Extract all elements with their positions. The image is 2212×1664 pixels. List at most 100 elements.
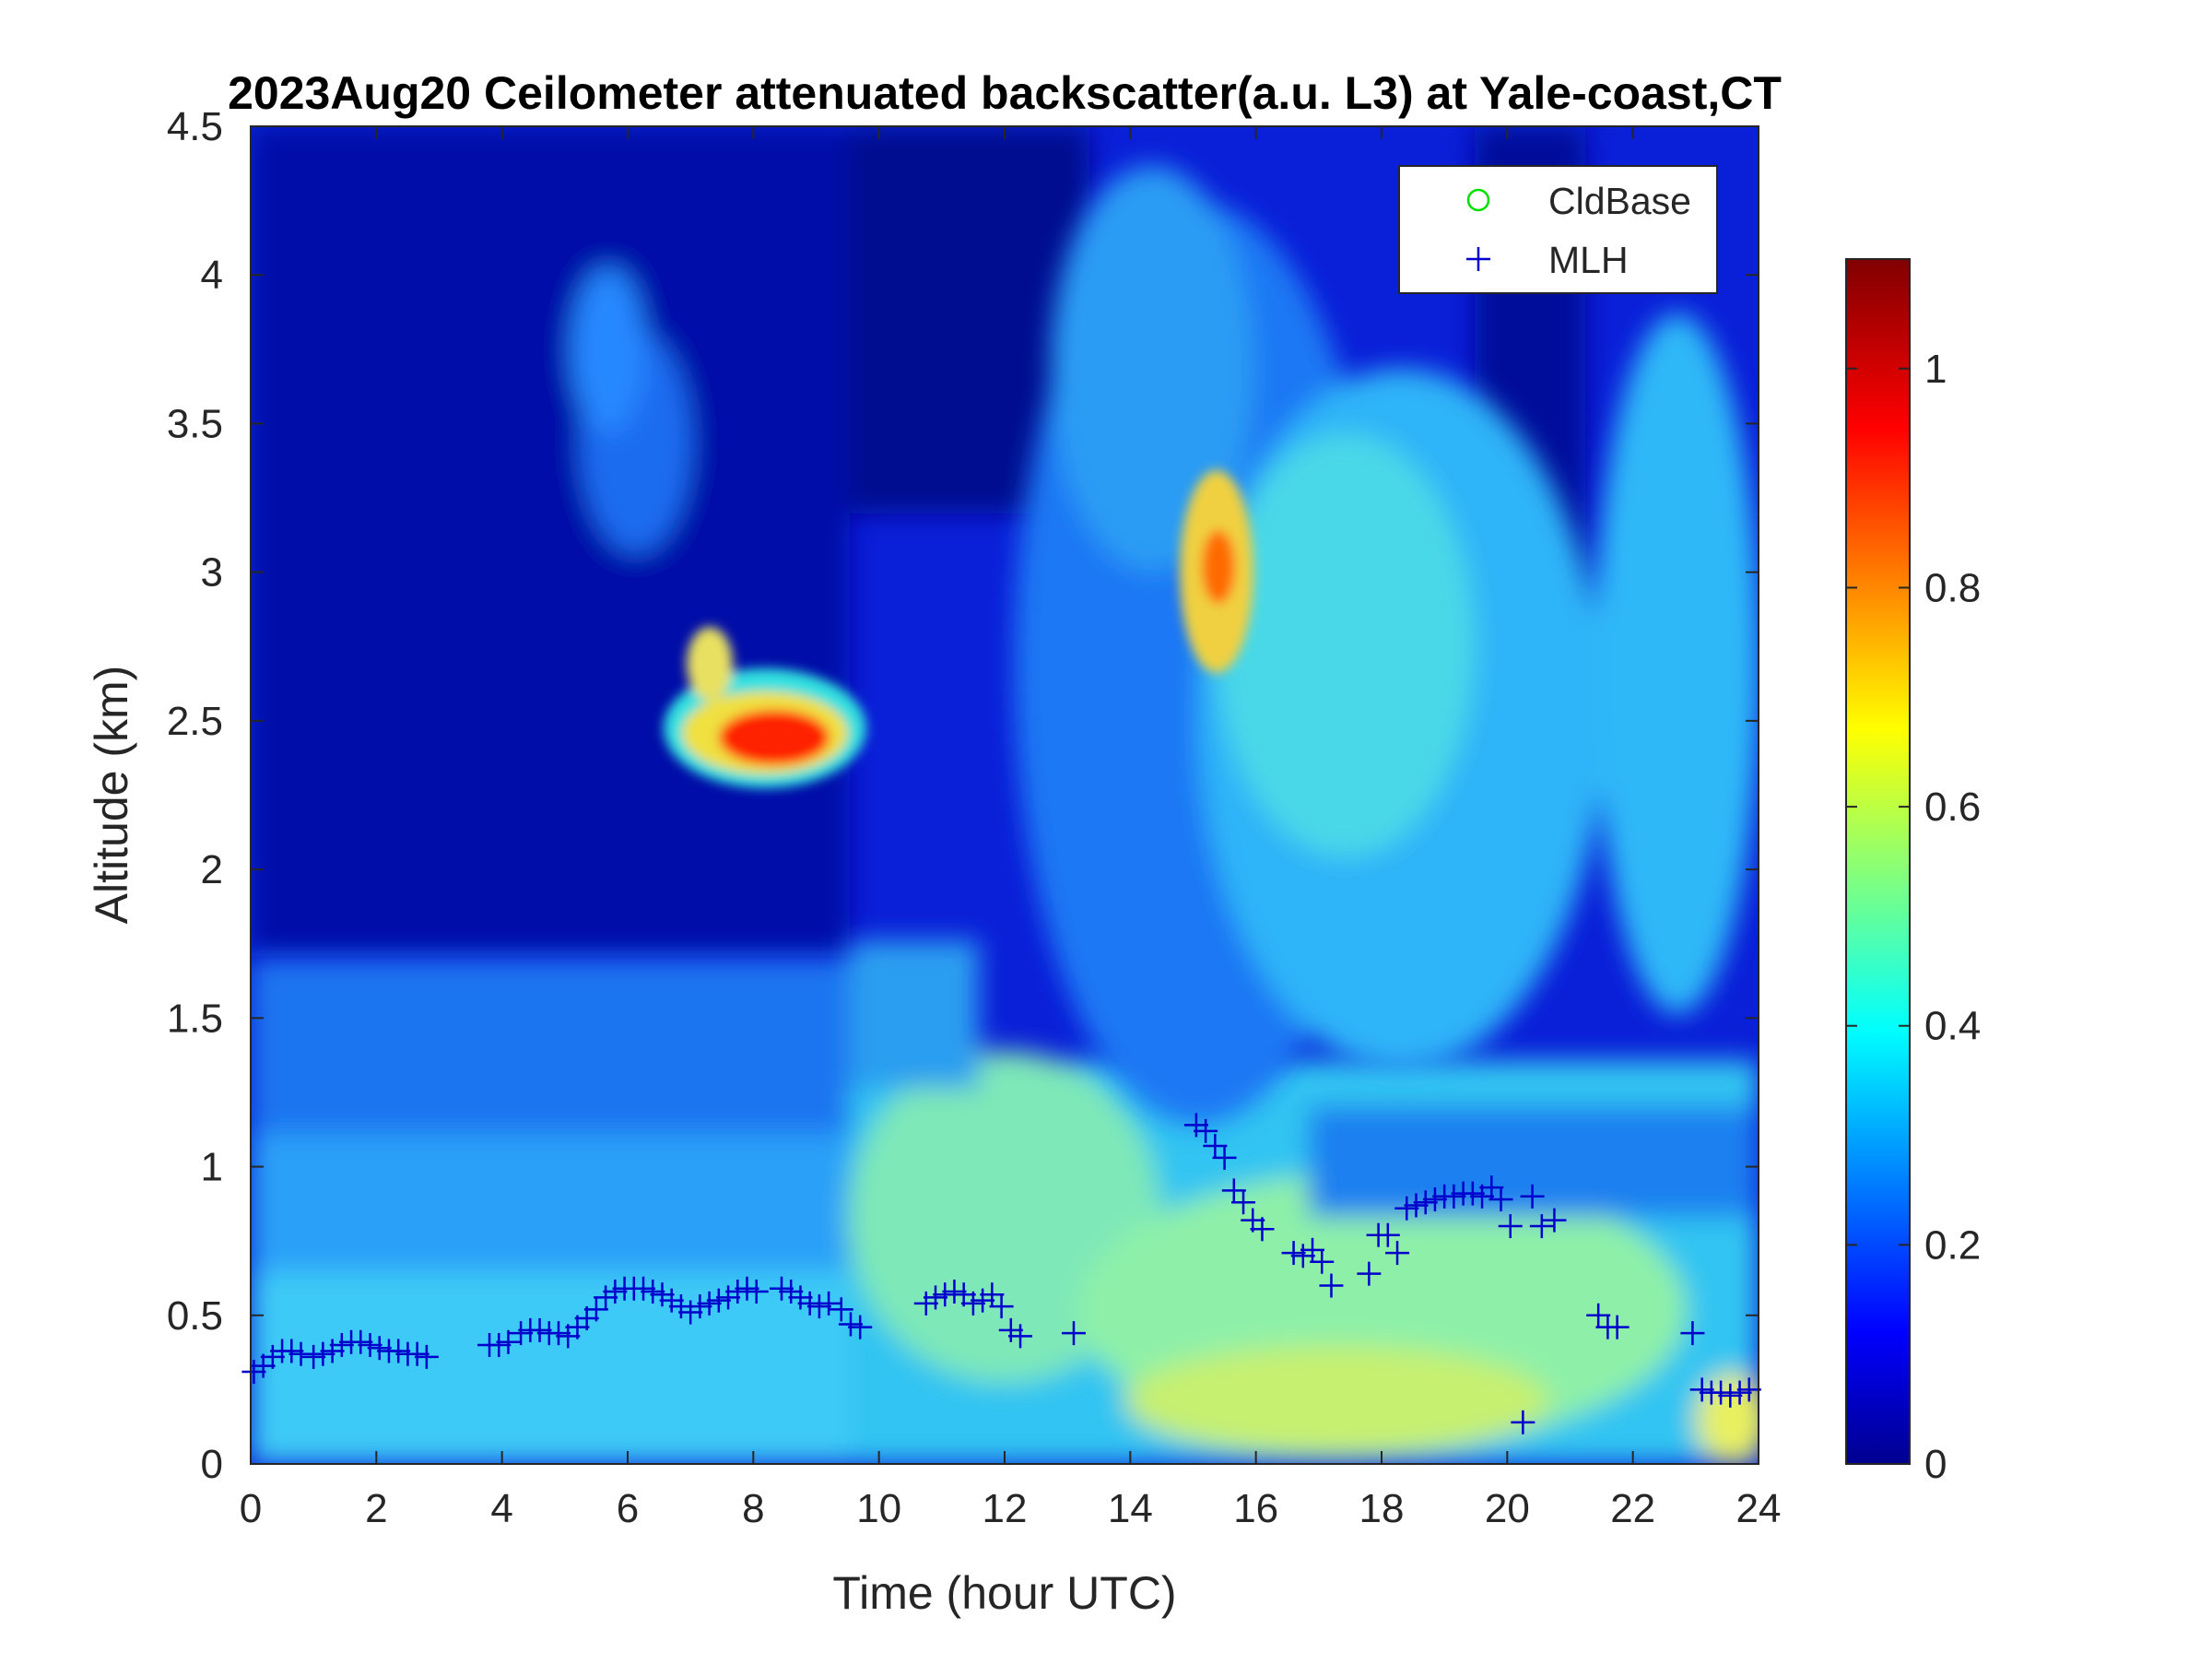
x-tick-label: 16: [1233, 1486, 1278, 1531]
mlh-point: [1290, 1244, 1315, 1269]
mlh-point: [1375, 1222, 1400, 1247]
backscatter-heatmap: [251, 126, 1759, 1464]
colorbar-tick-label: 0.8: [1924, 565, 1981, 610]
mlh-point: [848, 1315, 873, 1339]
mlh-point: [817, 1291, 841, 1316]
colorbar-tick-label: 0.2: [1924, 1222, 1981, 1268]
mlh-point: [1357, 1261, 1382, 1286]
x-axis: 0 2 4 6 8 10 12 14 16 18 20 22 24: [240, 126, 1781, 1531]
mlh-point: [998, 1317, 1023, 1342]
x-tick-label: 10: [856, 1486, 901, 1531]
mlh-point: [829, 1297, 853, 1322]
mlh-point: [583, 1297, 608, 1322]
mlh-point: [716, 1285, 741, 1310]
mlh-point: [1488, 1187, 1513, 1212]
mlh-point: [942, 1279, 967, 1304]
x-tick-label: 4: [490, 1486, 512, 1531]
mlh-point: [496, 1329, 521, 1354]
mlh-point: [770, 1276, 794, 1301]
legend: CldBase MLH: [1398, 165, 1718, 294]
mlh-point: [706, 1288, 731, 1313]
mlh-point: [348, 1329, 373, 1354]
x-axis-label: Time (hour UTC): [832, 1567, 1176, 1619]
y-tick-label: 2.5: [167, 699, 223, 744]
mlh-point: [1511, 1410, 1535, 1434]
mlh-point: [1689, 1377, 1714, 1402]
mlh-point: [631, 1276, 656, 1301]
mlh-point: [594, 1285, 618, 1310]
colorbar-ticks: 0 0.2 0.4 0.6 0.8 1: [1846, 347, 1981, 1487]
mlh-series: [241, 1113, 1761, 1434]
mlh-point: [697, 1291, 722, 1316]
x-tick-label: 14: [1108, 1486, 1153, 1531]
x-tick-label: 20: [1485, 1486, 1530, 1531]
mlh-point: [1498, 1214, 1523, 1239]
mlh-point: [1281, 1241, 1306, 1266]
mlh-point: [358, 1333, 382, 1358]
mlh-point: [678, 1300, 703, 1325]
mlh-point: [1310, 1249, 1335, 1274]
mlh-point: [414, 1344, 439, 1369]
mlh-point: [603, 1279, 628, 1304]
x-tick-label: 0: [240, 1486, 262, 1531]
x-tick-label: 8: [742, 1486, 764, 1531]
mlh-point: [1520, 1184, 1545, 1209]
mlh-point: [1460, 1181, 1485, 1206]
x-tick-label: 2: [365, 1486, 387, 1531]
legend-mlh-label: MLH: [1548, 239, 1629, 281]
mlh-point: [288, 1341, 313, 1366]
mlh-point: [650, 1282, 675, 1307]
mlh-point: [659, 1288, 684, 1313]
mlh-point: [1203, 1133, 1228, 1158]
mlh-point: [1231, 1190, 1256, 1215]
mlh-point: [509, 1321, 534, 1346]
mlh-point: [279, 1339, 304, 1363]
colorbar: 0 0.2 0.4 0.6 0.8 1: [1845, 258, 1981, 1487]
mlh-point: [547, 1321, 571, 1346]
y-tick-label: 2: [201, 847, 223, 892]
mlh-point: [788, 1285, 813, 1310]
mlh-point: [641, 1279, 665, 1304]
x-tick-label: 12: [982, 1486, 1028, 1531]
mlh-point: [260, 1344, 285, 1369]
mlh-point: [1300, 1237, 1325, 1262]
mlh-point: [1479, 1175, 1504, 1200]
mlh-point: [311, 1341, 335, 1366]
colorbar-gradient: [1845, 258, 1911, 1465]
mlh-point: [1718, 1383, 1743, 1408]
mlh-point: [487, 1333, 512, 1358]
mlh-point: [1736, 1377, 1761, 1402]
mlh-point: [688, 1294, 712, 1319]
y-axis-label: Altitude (km): [86, 666, 137, 925]
mlh-point: [1183, 1113, 1208, 1138]
mlh-point: [329, 1333, 354, 1358]
y-tick-label: 3.5: [167, 401, 223, 446]
mlh-point: [1008, 1324, 1033, 1349]
mlh-point: [1586, 1303, 1611, 1328]
chart-title: 2023Aug20 Ceilometer attenuated backscat…: [228, 67, 1782, 119]
x-tick-label: 18: [1359, 1486, 1405, 1531]
mlh-point: [971, 1288, 995, 1313]
mlh-point: [960, 1291, 985, 1316]
mlh-point: [301, 1344, 326, 1369]
mlh-point: [241, 1360, 266, 1385]
mlh-point: [1680, 1321, 1705, 1346]
mlh-point: [1542, 1208, 1567, 1233]
x-tick-label: 22: [1610, 1486, 1655, 1531]
mlh-point: [1727, 1380, 1752, 1405]
mlh-point: [1194, 1118, 1218, 1143]
y-tick-label: 3: [201, 550, 223, 596]
colorbar-tick-label: 1: [1924, 347, 1947, 392]
y-tick-label: 1.5: [167, 996, 223, 1041]
mlh-point: [980, 1282, 1005, 1307]
mlh-point: [1605, 1315, 1630, 1339]
mlh-point: [405, 1341, 429, 1366]
y-tick-label: 4.5: [167, 104, 223, 149]
mlh-point: [1422, 1187, 1447, 1212]
mlh-point: [320, 1339, 345, 1363]
y-axis: 0 0.5 1 1.5 2 2.5 3 3.5 4 4.5: [167, 104, 1759, 1487]
mlh-point: [779, 1279, 804, 1304]
x-tick-label: 6: [617, 1486, 639, 1531]
